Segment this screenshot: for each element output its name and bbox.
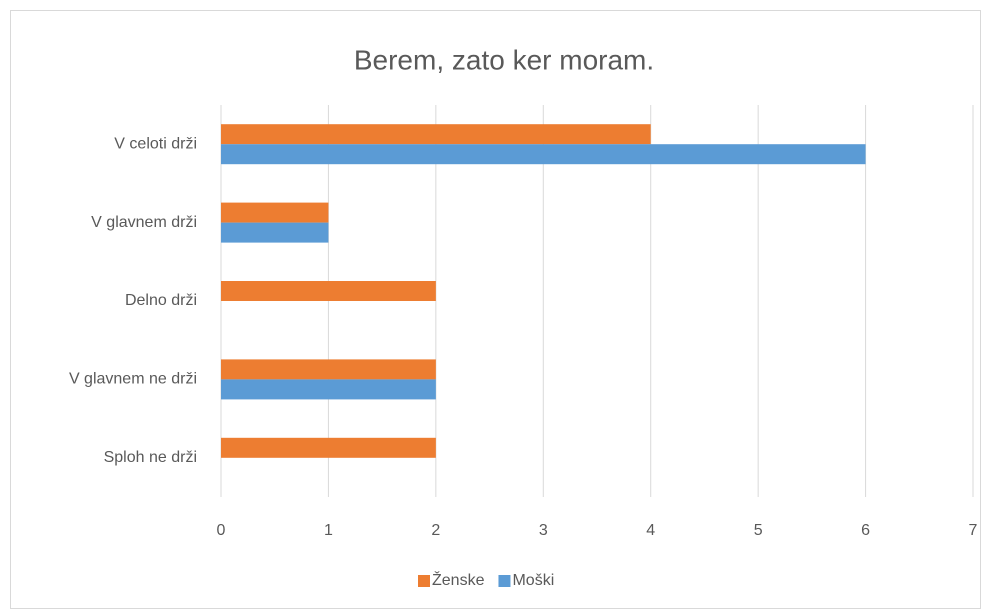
bar [221,222,329,243]
y-tick-label: V glavnem drži [91,214,197,231]
bar [221,281,436,301]
legend-label: Ženske [432,570,485,589]
x-tick-label: 2 [431,522,440,539]
bar [221,124,651,145]
legend-label: Moški [512,572,554,589]
bar [221,379,436,400]
y-tick-label: V glavnem ne drži [69,371,197,388]
bar [221,144,866,165]
bar [221,437,436,458]
x-tick-label: 1 [324,522,333,539]
y-tick-label: Sploh ne drži [104,449,197,466]
bar [221,202,329,223]
x-tick-label: 7 [969,522,978,539]
x-tick-label: 4 [646,522,655,539]
x-tick-label: 6 [861,522,870,539]
y-tick-label: V celoti drži [114,135,197,152]
legend-swatch [498,575,511,587]
legend-swatch [418,575,430,587]
y-tick-label: Delno drži [125,292,197,309]
x-tick-label: 0 [217,522,226,539]
chart-title: Berem, zato ker moram. [354,44,654,75]
chart-border [10,10,981,609]
x-tick-label: 5 [754,522,763,539]
bar [221,359,436,380]
x-tick-label: 3 [539,522,548,539]
